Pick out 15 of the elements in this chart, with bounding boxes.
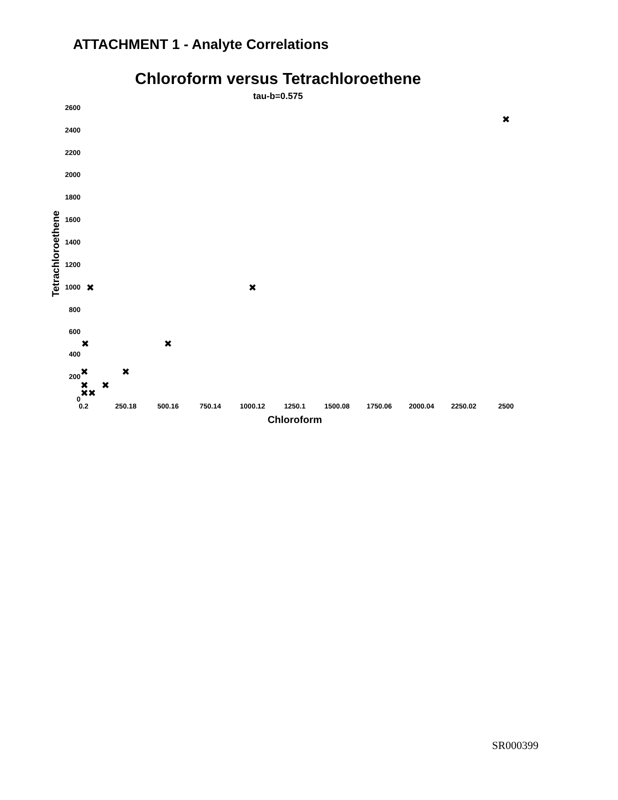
text: ATTACHMENT 1 - Analyte Correlations [73,36,329,52]
point [122,368,130,376]
point [88,389,96,396]
chart-subtitle: tau-b=0.575 [253,91,303,102]
chart-title: Chloroform versus Tetrachloroethene [135,71,422,88]
point [102,382,109,388]
x-axis-title: Chloroform [268,414,322,426]
point [502,116,510,123]
point [164,340,172,347]
point [82,340,89,347]
text: SR000399 [492,740,538,752]
point [80,368,88,376]
point [86,284,94,291]
y-axis-title: Tetrachloroethene [50,210,62,298]
point [249,284,256,291]
